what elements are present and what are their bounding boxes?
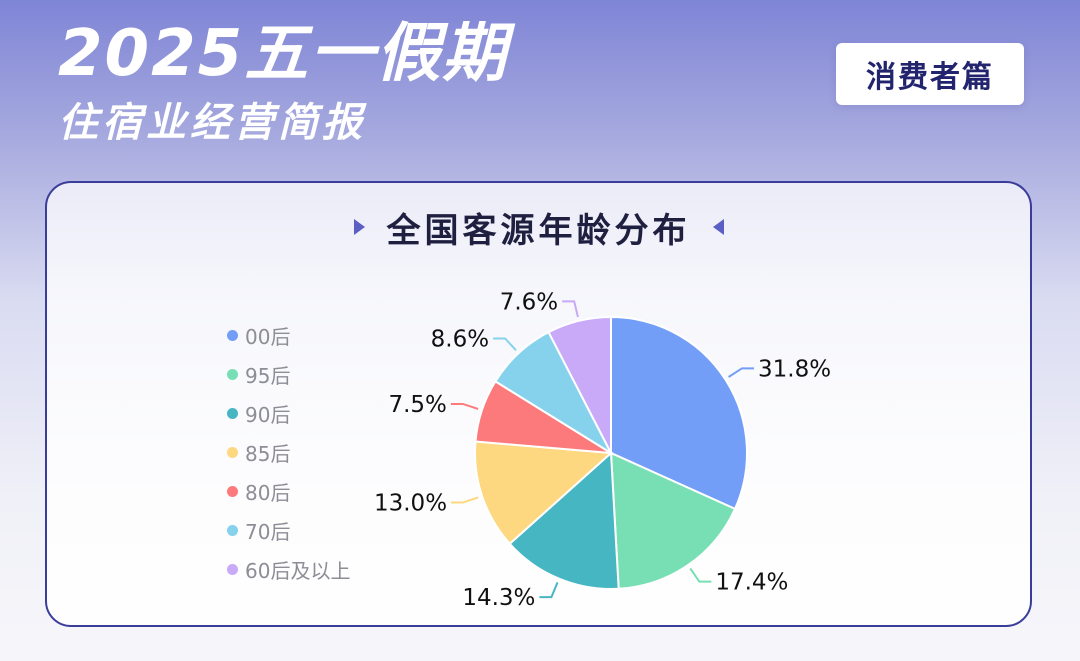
pie-chart: 31.8% 17.4% 14.3% 13.0% 7.5% 8.6% 7.6% xyxy=(374,289,831,611)
legend-dot xyxy=(227,369,238,380)
leader-line xyxy=(562,300,579,318)
data-label: 8.6% xyxy=(431,326,489,352)
legend-dot xyxy=(227,330,238,341)
legend-item: 00后 xyxy=(227,316,350,355)
legend-label: 85后 xyxy=(245,442,291,466)
triangle-right-icon xyxy=(353,219,365,235)
pie-slice xyxy=(610,315,748,511)
legend-label: 95后 xyxy=(245,364,291,388)
pie-slice xyxy=(508,450,620,590)
legend-label: 60后及以上 xyxy=(245,559,351,583)
data-label: 14.3% xyxy=(462,585,535,611)
legend-dot xyxy=(227,447,238,458)
data-label: 13.0% xyxy=(374,491,447,517)
legend-label: 80后 xyxy=(245,481,291,505)
leader-line xyxy=(493,337,517,351)
data-label: 7.6% xyxy=(500,289,558,315)
legend-label: 90后 xyxy=(245,403,291,427)
header-title: 2025五一假期 xyxy=(58,17,509,91)
data-label: 7.5% xyxy=(388,392,446,418)
leader-line xyxy=(539,582,559,599)
legend-item: 60后及以上 xyxy=(227,550,350,589)
data-label: 31.8% xyxy=(758,356,831,382)
data-label: 17.4% xyxy=(715,570,788,596)
chart-title: 全国客源年龄分布 xyxy=(386,210,691,251)
chart-title-row: 全国客源年龄分布 xyxy=(47,203,1030,251)
legend-item: 95后 xyxy=(227,355,350,394)
legend-dot xyxy=(227,408,238,419)
legend-label: 70后 xyxy=(245,520,291,544)
header-subtitle: 住宿业经营简报 xyxy=(58,100,366,146)
chart-card: 全国客源年龄分布 00后 95后 90后 85后 80后 70后 60后及以上 31.8% 1… xyxy=(45,181,1032,627)
leader-line xyxy=(728,367,755,378)
legend: 00后 95后 90后 85后 80后 70后 60后及以上 xyxy=(227,316,350,589)
legend-dot xyxy=(227,525,238,536)
legend-dot xyxy=(227,486,238,497)
pie-slice xyxy=(547,315,612,454)
leader-line xyxy=(689,567,712,583)
pie-slice xyxy=(474,440,614,546)
legend-label: 00后 xyxy=(245,325,291,349)
triangle-left-icon xyxy=(712,219,724,235)
consumer-badge: 消费者篇 xyxy=(836,43,1024,105)
legend-item: 90后 xyxy=(227,394,350,433)
legend-item: 85后 xyxy=(227,433,350,472)
pie-slice xyxy=(609,451,737,590)
legend-item: 70后 xyxy=(227,511,350,550)
legend-dot xyxy=(227,564,238,575)
legend-item: 80后 xyxy=(227,472,350,511)
leader-line xyxy=(451,496,479,504)
leader-line xyxy=(450,402,479,410)
